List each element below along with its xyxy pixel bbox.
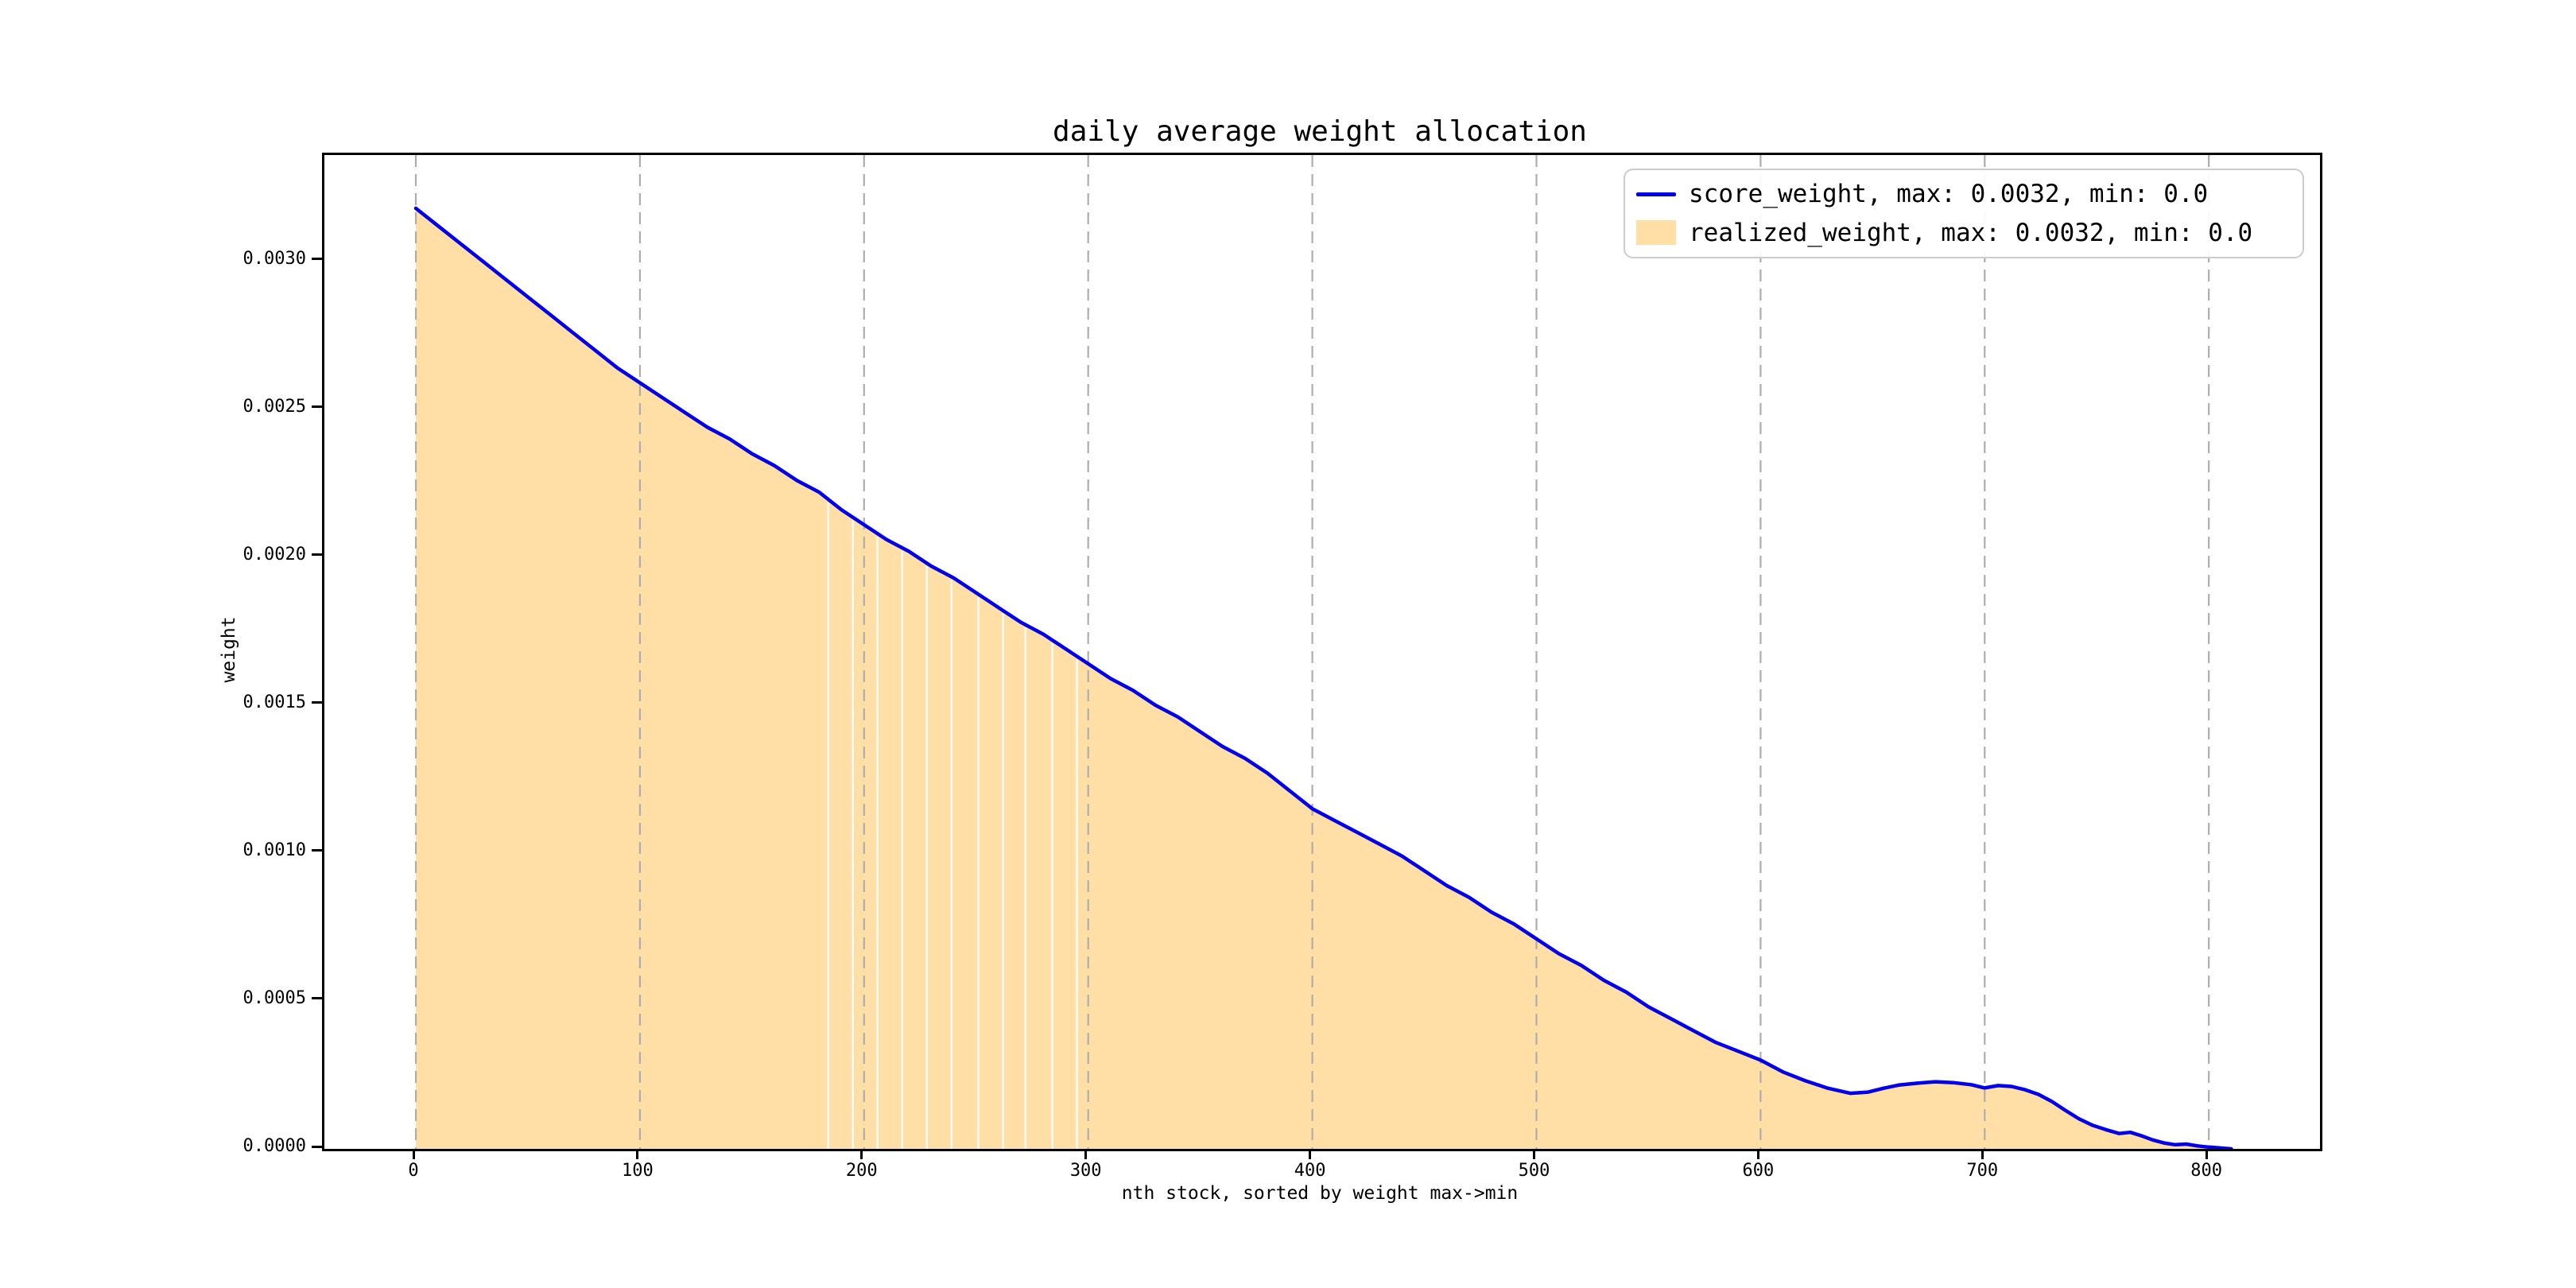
y-tick-label: 0.0030 (242, 248, 306, 269)
y-tick-label: 0.0010 (242, 840, 306, 860)
x-tick-label: 800 (2190, 1161, 2223, 1181)
x-tick-label: 300 (1069, 1161, 1102, 1181)
x-tick-mark (636, 1149, 639, 1159)
x-tick-mark (1756, 1149, 1759, 1159)
y-tick-mark (312, 553, 322, 557)
y-tick-label: 0.0020 (242, 544, 306, 564)
y-tick-mark (312, 258, 322, 261)
x-tick-mark (1980, 1149, 1984, 1159)
score-weight-line (413, 206, 2233, 1149)
x-tick-mark (860, 1149, 863, 1159)
x-tick-mark (1084, 1149, 1088, 1159)
legend-label-realized-weight: realized_weight, max: 0.0032, min: 0.0 (1689, 218, 2253, 247)
x-tick-label: 100 (622, 1161, 654, 1181)
x-axis-label: nth stock, sorted by weight max->min (1121, 1183, 1519, 1204)
x-tick-label: 0 (408, 1161, 419, 1181)
x-tick-label: 200 (845, 1161, 878, 1181)
x-tick-label: 400 (1294, 1161, 1326, 1181)
x-tick-mark (2205, 1149, 2208, 1159)
x-tick-label: 700 (1966, 1161, 1999, 1181)
y-tick-label: 0.0000 (242, 1136, 306, 1156)
chart-title: daily average weight allocation (1053, 115, 1587, 148)
plot-canvas (413, 155, 2233, 1149)
legend-item-realized-weight: realized_weight, max: 0.0032, min: 0.0 (1636, 217, 2291, 250)
x-tick-label: 500 (1518, 1161, 1550, 1181)
x-tick-mark (1309, 1149, 1312, 1159)
legend-item-score-weight: score_weight, max: 0.0032, min: 0.0 (1636, 178, 2291, 211)
y-tick-label: 0.0015 (242, 692, 306, 712)
y-axis-label: weight (219, 616, 239, 683)
y-tick-label: 0.0025 (242, 396, 306, 417)
realized-weight-fill-swatch-icon (1636, 220, 1676, 246)
y-tick-mark (312, 997, 322, 1000)
y-tick-label: 0.0005 (242, 987, 306, 1008)
x-tick-mark (1532, 1149, 1535, 1159)
score-weight-line-swatch-icon (1636, 192, 1676, 196)
legend-label-score-weight: score_weight, max: 0.0032, min: 0.0 (1689, 180, 2209, 209)
plot-area (322, 153, 2322, 1151)
realized-weight-area (416, 208, 2232, 1149)
y-tick-mark (312, 1145, 322, 1148)
x-tick-label: 600 (1742, 1161, 1775, 1181)
y-tick-mark (312, 849, 322, 852)
legend: score_weight, max: 0.0032, min: 0.0 real… (1624, 169, 2304, 258)
x-tick-mark (412, 1149, 415, 1159)
y-tick-mark (312, 701, 322, 704)
y-tick-mark (312, 405, 322, 409)
